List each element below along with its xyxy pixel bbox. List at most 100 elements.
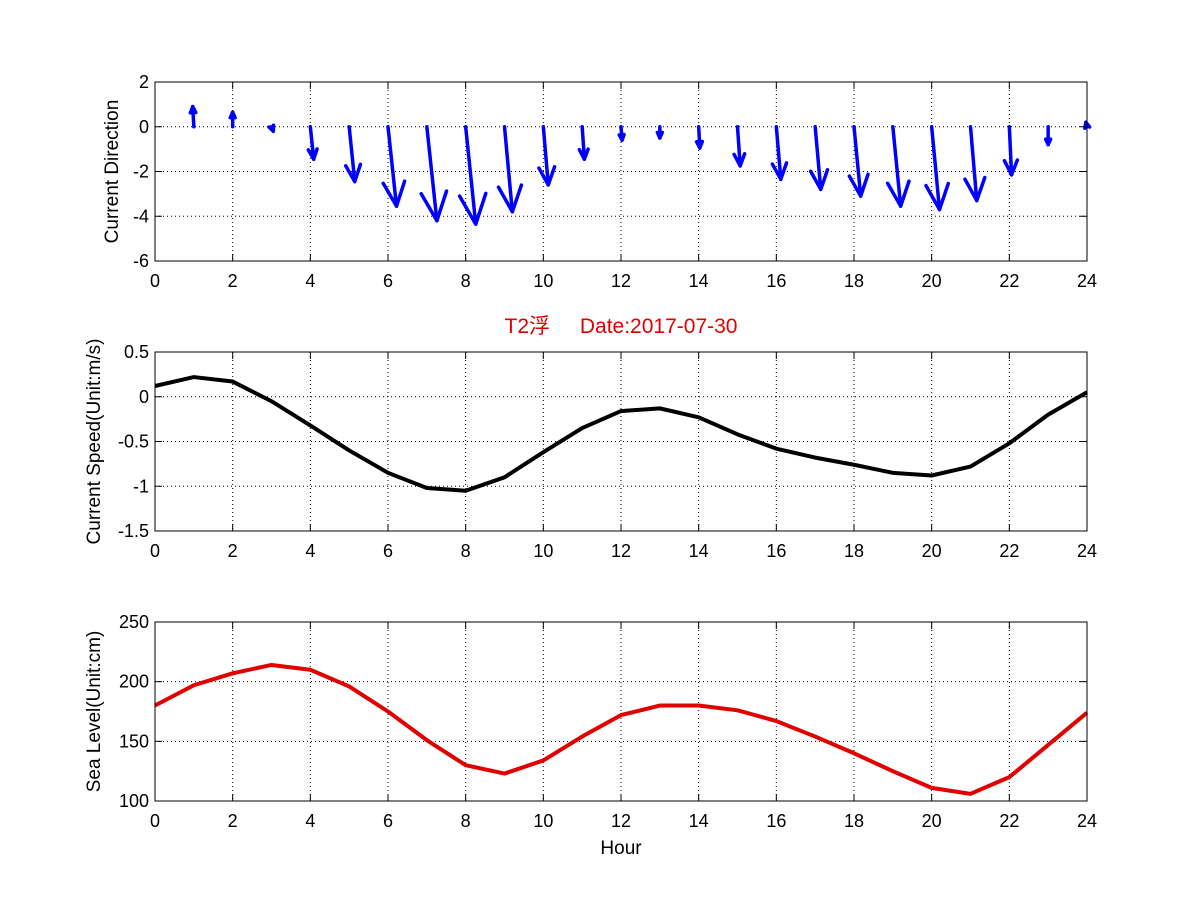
vector-shaft [891,125,903,208]
x-tick-label: 12 [611,811,631,831]
vector-shaft [580,125,587,161]
vector-shaft [852,125,863,198]
vector-head [537,164,557,187]
x-tick-label: 14 [689,811,709,831]
y-tick-label: 150 [119,731,149,751]
vector-head [577,147,590,161]
current-vector [924,125,951,212]
current-vector [537,125,557,187]
series-line [154,375,1088,493]
current-vector [694,125,705,150]
x-tick-label: 14 [689,271,709,291]
sea-level-grid [155,622,1087,801]
x-tick-label: 18 [844,541,864,561]
current-speed-ticks: 0 2 4 6 8 10 12 14 16 18 20 22 240.50-0.5-1-1.5 [118,342,1097,561]
x-tick-label: 2 [228,541,238,561]
vector-shaft [425,125,439,223]
vector-head [617,132,626,142]
current-vector [343,125,363,184]
x-tick-label: 20 [922,811,942,831]
sea-level-ylabel: Sea Level(Unit:cm) [84,631,105,793]
vector-head [1002,158,1020,177]
current-vector [496,125,524,214]
vector-head [381,179,407,208]
title-date: Date:2017-07-30 [580,315,738,338]
sea-level-series [154,662,1089,796]
current-vector [188,104,198,129]
current-vector [1002,125,1020,177]
vector-head [694,139,705,150]
vector-head [343,162,363,184]
current-vector [306,125,319,161]
x-tick-label: 6 [383,271,393,291]
y-tick-label: -1.5 [118,521,149,541]
x-tick-label: 10 [533,271,553,291]
x-tick-label: 12 [611,541,631,561]
current-vector [577,125,590,161]
y-tick-label: -2 [133,162,149,182]
x-tick-label: 24 [1077,541,1097,561]
current-vector [1043,125,1053,147]
vector-shaft [502,125,515,214]
x-tick-label: 4 [305,541,315,561]
x-tick-label: 2 [228,271,238,291]
current-speed-series [154,375,1088,493]
y-tick-label: 2 [139,72,149,92]
x-tick-label: 10 [533,541,553,561]
sea-level-xlabel: Hour [600,838,642,859]
vector-head [1083,120,1092,130]
x-tick-label: 8 [461,271,471,291]
chart-title: T2浮 Date:2017-07-30 [505,315,738,338]
vector-head [419,189,449,223]
x-tick-label: 24 [1077,271,1097,291]
y-tick-label: -4 [133,206,149,226]
vector-shaft [541,125,551,187]
x-tick-label: 4 [305,271,315,291]
x-tick-label: 0 [150,271,160,291]
current-speed-grid [155,352,1087,531]
vector-head [847,172,870,198]
current-vector [885,125,911,208]
x-tick-label: 6 [383,811,393,831]
vector-head [496,183,524,214]
x-tick-label: 24 [1077,811,1097,831]
y-tick-label: -0.5 [118,432,149,452]
current-vector [419,125,449,223]
y-tick-label: 100 [119,791,149,811]
vector-head [457,191,488,226]
current-vector [457,125,488,226]
current-vector [267,123,276,133]
vector-shaft [774,125,783,182]
vector-head [1043,137,1053,147]
vector-shaft [463,125,478,226]
x-tick-label: 22 [999,541,1019,561]
x-tick-label: 18 [844,811,864,831]
vector-head [808,168,830,192]
x-tick-label: 6 [383,541,393,561]
y-tick-label: 0 [139,117,149,137]
current-vector [617,125,626,142]
y-tick-label: 0 [139,387,149,407]
x-tick-label: 18 [844,271,864,291]
y-tick-label: -1 [133,476,149,496]
x-tick-label: 16 [766,541,786,561]
x-tick-label: 2 [228,811,238,831]
series-line [154,662,1089,796]
vector-head [306,147,319,161]
y-tick-label: 200 [119,672,149,692]
vector-head [655,130,665,140]
current-vector [963,125,987,203]
vector-shaft [968,125,979,203]
x-tick-label: 4 [305,811,315,831]
vector-head [885,179,911,208]
current-vector [732,125,747,168]
y-tick-label: 0.5 [124,342,149,362]
title-station: T2浮 [505,315,551,338]
vector-head [267,123,276,133]
x-tick-label: 12 [611,271,631,291]
current-vector [228,110,237,129]
current-vector [381,125,407,208]
